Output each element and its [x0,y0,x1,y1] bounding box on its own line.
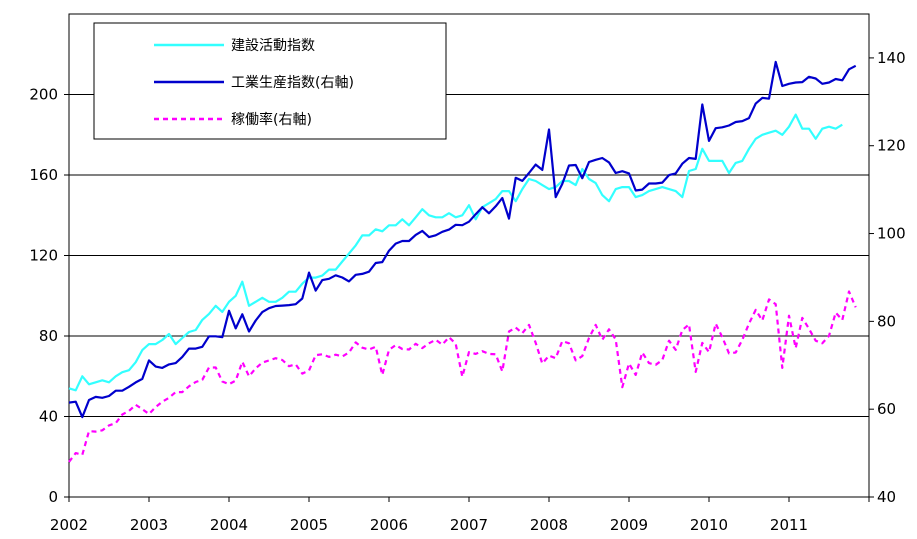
y-left-tick-label: 40 [39,408,58,426]
x-tick-label: 2005 [290,516,328,534]
y-right-tick-label: 100 [877,225,906,243]
x-tick-label: 2002 [50,516,88,534]
x-tick-label: 2008 [530,516,568,534]
y-right-tick-label: 120 [877,137,906,155]
legend-box [93,22,447,140]
series-line-1 [68,113,843,392]
x-tick-label: 2004 [210,516,248,534]
y-right-tick-label: 40 [877,488,896,506]
y-right-tick-label: 60 [877,400,896,418]
y-left-tick-label: 200 [29,86,58,104]
x-tick-label: 2003 [130,516,168,534]
y-left-tick-label: 120 [29,247,58,265]
x-tick-label: 2010 [690,516,728,534]
y-left-tick-label: 0 [48,488,58,506]
x-tick-label: 2009 [610,516,648,534]
y-right-tick-label: 80 [877,312,896,330]
x-tick-label: 2007 [450,516,488,534]
y-right-tick-label: 140 [877,49,906,67]
x-axis: 2002 2003 2004 2005 2006 2007 2008 2009 2010 2011 [50,497,870,534]
y-axis-right: 40 60 80 100 120 140 [869,49,906,506]
legend-label: 工業生産指数(右軸) [231,75,354,91]
y-left-tick-label: 160 [29,166,58,184]
series-line-2 [68,60,857,419]
y-axis-left: 0 40 80 120 160 200 [29,86,69,506]
x-tick-label: 2006 [370,516,408,534]
legend-label: 稼働率(右軸) [231,111,312,128]
series-line-3 [68,290,857,463]
x-tick-label: 2011 [770,516,808,534]
gridlines [69,94,869,417]
legend-label: 建設活動指数 [231,38,315,54]
y-left-tick-label: 80 [39,327,58,345]
